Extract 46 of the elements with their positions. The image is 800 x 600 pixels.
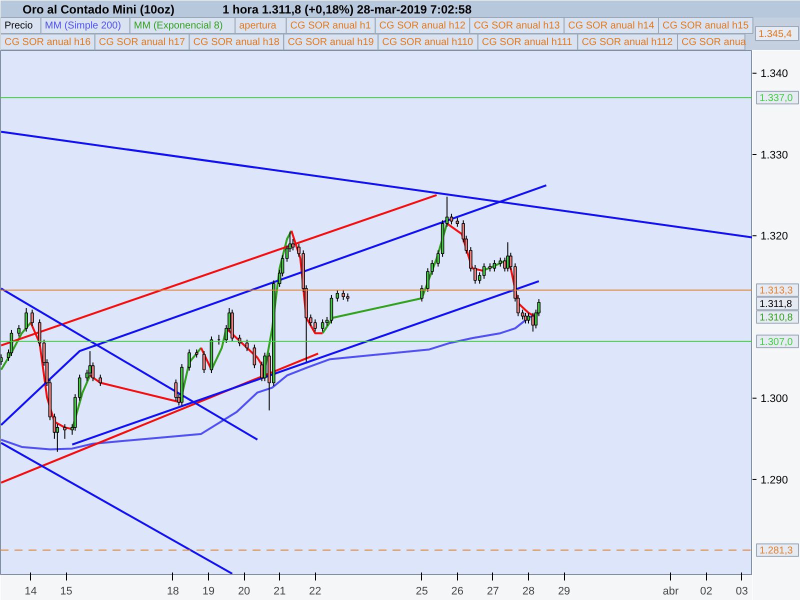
x-tick-label: 02 <box>700 586 712 598</box>
text: CG SOR anual h15 <box>662 20 750 32</box>
x-tick-label: 22 <box>309 586 322 598</box>
text: MM (Simple 200) <box>44 20 122 32</box>
text: CG SOR anual h110 <box>382 37 474 48</box>
x-tick-label: 15 <box>60 586 72 598</box>
text: 1.345,4 <box>758 29 792 40</box>
x-tick-label: 21 <box>273 586 286 598</box>
x-tick-label: 27 <box>486 586 500 598</box>
chart-subtitle: 1 hora 1.311,8 (+0,18%) 28-mar-2019 7:02:58 <box>222 2 472 16</box>
text: apertura <box>239 20 277 32</box>
text: CG SOR anual h13 <box>474 20 560 32</box>
y-tick-label: 1.290 <box>760 474 788 486</box>
x-tick-label: 19 <box>202 586 215 598</box>
text: CG SOR anual h1 <box>290 20 372 32</box>
text: CG SOR anual h112 <box>582 37 674 48</box>
x-tick-label: 20 <box>238 586 250 598</box>
ref-line-label: 1.313,3 <box>760 286 794 297</box>
text: CG SOR anual h17 <box>98 37 186 48</box>
x-tick-label: 03 <box>736 586 748 598</box>
x-tick-label: abr <box>662 586 680 598</box>
ref-line-label: 1.337,0 <box>760 93 794 104</box>
text: CG SOR anual h111 <box>482 37 573 48</box>
text: CG SOR anual h12 <box>379 20 466 32</box>
text: Precio <box>4 20 34 32</box>
ref-line-label: 1.281,3 <box>760 546 794 557</box>
ref-line-label: 1.307,0 <box>760 336 794 348</box>
text: CG SOR anual h16 <box>4 37 92 48</box>
text: CG SOR anual h18 <box>193 37 280 48</box>
y-tick-label: 1.300 <box>760 393 788 406</box>
x-tick-label: 26 <box>451 586 464 598</box>
chart-title: Oro al Contado Mini (10oz) <box>22 2 174 16</box>
x-tick-label: 14 <box>24 586 37 598</box>
y-tick-label: 1.330 <box>760 149 788 162</box>
text: CG SOR anual h19 <box>288 37 374 48</box>
text: MM (Exponencial 8) <box>134 20 223 32</box>
y-tick-label: 1.320 <box>760 230 788 243</box>
y-tick-label: 1.340 <box>760 68 788 80</box>
x-tick-label: 29 <box>558 586 570 598</box>
x-tick-label: 18 <box>166 586 180 598</box>
text: 1.311,8 <box>760 299 793 310</box>
x-tick-label: 25 <box>416 586 428 598</box>
x-tick-label: 28 <box>522 586 535 598</box>
text: CG SOR anual h14 <box>568 20 655 32</box>
text: CG SOR anua <box>682 37 746 48</box>
text: 1.310,8 <box>760 312 794 324</box>
